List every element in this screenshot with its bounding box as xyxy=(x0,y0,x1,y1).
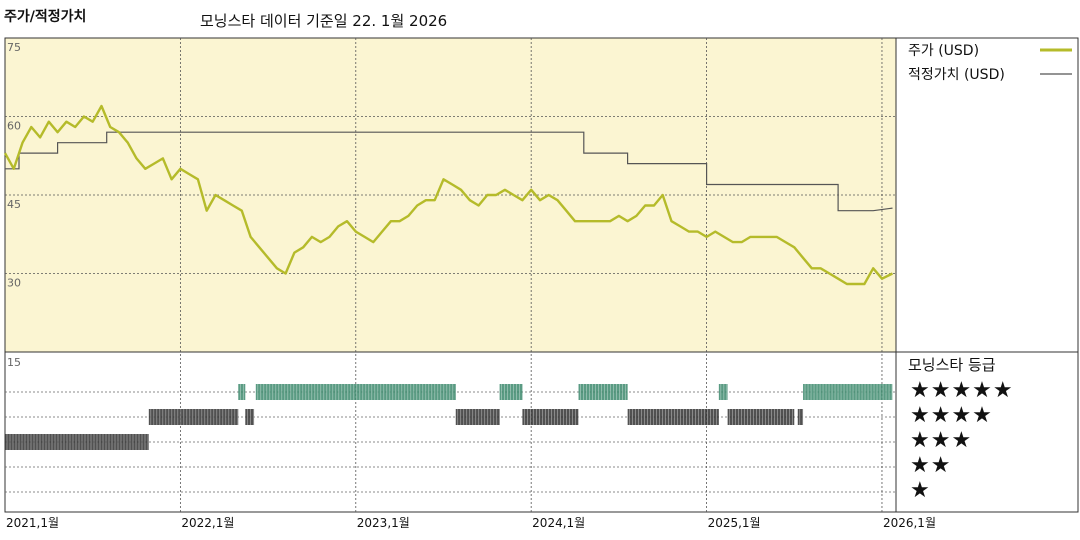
rating-bar-4-stars xyxy=(797,409,804,425)
rating-bar-4-stars xyxy=(148,409,239,425)
rating-bar-4-stars xyxy=(455,409,500,425)
x-tick-label: 2025,1월 xyxy=(708,516,761,530)
rating-1-star-label: ★ xyxy=(910,478,931,503)
rating-bar-4-stars xyxy=(727,409,795,425)
fair-value-line xyxy=(5,131,893,212)
rating-bar-5-stars xyxy=(803,384,893,400)
rating-bar-4-stars xyxy=(245,409,255,425)
x-tick-label: 2026,1월 xyxy=(883,516,936,530)
legend: 주가 (USD) 적정가치 (USD) xyxy=(908,43,1072,83)
rating-bar-3-stars xyxy=(5,434,149,450)
rating-bar-5-stars xyxy=(255,384,456,400)
rating-axis-label: 15 xyxy=(7,356,21,369)
rating-bar-5-stars xyxy=(718,384,728,400)
chart-title: 주가/적정가치 xyxy=(4,9,87,25)
x-tick-label: 2022,1월 xyxy=(181,516,234,530)
legend-fair-label: 적정가치 (USD) xyxy=(908,67,1005,83)
rating-bar-5-stars xyxy=(578,384,628,400)
y-tick-label: 30 xyxy=(7,277,21,290)
y-tick-label: 60 xyxy=(7,120,21,133)
rating-bar-4-stars xyxy=(522,409,579,425)
chart-subtitle: 모닝스타 데이터 기준일 22. 1월 2026 xyxy=(200,12,448,30)
rating-5-stars-label: ★★★★★ xyxy=(910,378,1014,403)
axes: 75 60 45 30 15 2021,1월 2022,1월 2023,1월 2024,1월 20… xyxy=(6,41,936,530)
legend-price-label: 주가 (USD) xyxy=(908,43,979,59)
rating-4-stars-label: ★★★★ xyxy=(910,403,993,428)
price-line xyxy=(3,104,894,286)
y-tick-label: 45 xyxy=(7,198,21,211)
y-tick-label: 75 xyxy=(7,41,21,54)
rating-bar-4-stars xyxy=(627,409,719,425)
rating-title: 모닝스타 등급 xyxy=(908,356,996,374)
x-tick-label: 2024,1월 xyxy=(532,516,585,530)
series-lines xyxy=(3,104,894,286)
chart-frame xyxy=(4,37,1079,513)
rating-bar-5-stars xyxy=(499,384,523,400)
rating-bars xyxy=(5,384,893,450)
x-tick-label: 2021,1월 xyxy=(6,516,59,530)
x-tick-label: 2023,1월 xyxy=(357,516,410,530)
rating-3-stars-label: ★★★ xyxy=(910,428,973,453)
rating-2-stars-label: ★★ xyxy=(910,453,952,478)
rating-bar-5-stars xyxy=(238,384,246,400)
